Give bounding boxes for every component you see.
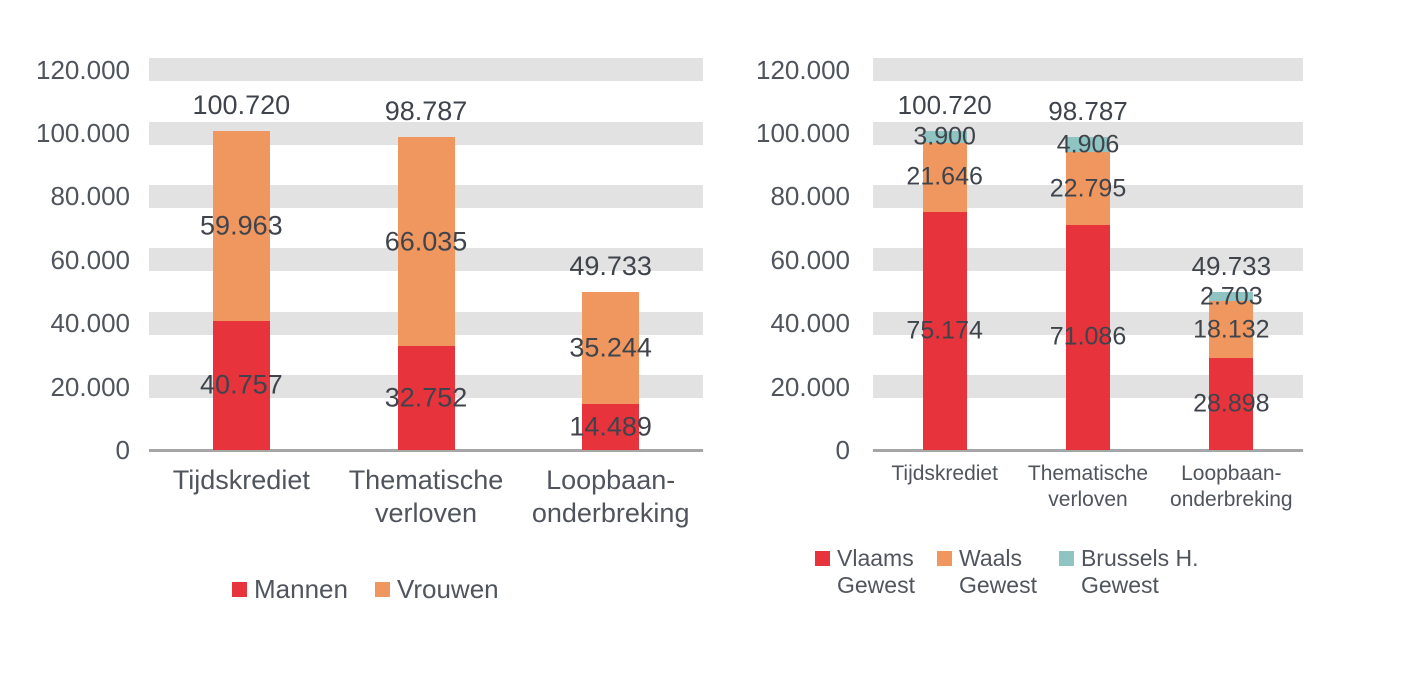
legend-label: Vrouwen (396, 574, 499, 604)
legend-label: Vlaams Gewest (837, 545, 915, 598)
legend-item: Mannen (232, 574, 348, 604)
segment-value-label: 21.646 (906, 162, 983, 191)
y-axis-label: 0 (115, 435, 130, 465)
bar-segment (397, 346, 455, 450)
legend-label: Brussels H. Gewest (1080, 545, 1199, 598)
segment-value-label: 3.900 (913, 122, 976, 151)
grid-band (149, 121, 703, 145)
y-axis-label: 40.000 (50, 308, 130, 339)
total-value-label: 100.720 (192, 89, 291, 120)
segment-value-label: 75.174 (906, 316, 983, 345)
chart-gewesten: 120.000 100.000 80.000 60.000 40.000 20.000 0 7… (720, 0, 1417, 675)
segment-value-label: 35.244 (569, 332, 652, 363)
y-axis-label: 100.000 (36, 118, 130, 148)
segment-value-label: 2.703 (1200, 282, 1263, 311)
bar-segment (212, 130, 270, 321)
grid-band (873, 58, 1303, 82)
category-label: Thematische verloven (348, 465, 504, 528)
chart-mannen-vrouwen: 120.000 100.000 80.000 60.000 40.000 20.000 0 4… (36, 54, 703, 604)
bar-segment (922, 130, 967, 144)
segment-value-label: 18.132 (1193, 315, 1270, 344)
legend-color-swatch-icon (1058, 551, 1074, 566)
category-label: Loopbaan-onderbreking (1170, 462, 1293, 511)
segment-value-label: 59.963 (200, 210, 283, 241)
grid-band (873, 121, 1303, 145)
x-axis-line (149, 448, 703, 452)
segment-value-label: 71.086 (1049, 322, 1127, 351)
legend-item: Vrouwen (374, 574, 499, 604)
legend: Vlaams Gewest Waals Gewest Brussels H. Gew… (815, 545, 1199, 599)
y-axis-label: 40.000 (770, 308, 850, 339)
legend-label: Mannen (254, 574, 348, 604)
segment-value-label: 40.757 (200, 369, 283, 400)
total-value-label: 100.720 (897, 89, 992, 120)
legend-color-swatch-icon (374, 581, 390, 597)
segment-value-label: 32.752 (384, 382, 468, 413)
y-axis-label: 80.000 (50, 181, 130, 212)
legend-label: Waals Gewest (958, 545, 1037, 598)
legend: Mannen Vrouwen (232, 574, 499, 604)
total-value-label: 49.733 (569, 251, 652, 282)
x-axis-line (873, 448, 1303, 452)
y-axis-label: 20.000 (50, 371, 130, 402)
segment-value-label: 22.795 (1049, 174, 1127, 203)
legend-color-swatch-icon (815, 551, 830, 566)
bar-segment (582, 404, 640, 450)
bar-segment (212, 320, 270, 450)
bar-segment (1066, 224, 1110, 450)
bar-segment (397, 136, 455, 347)
y-axis-label: 20.000 (770, 371, 850, 402)
bar-segment (1209, 358, 1254, 450)
bar-segment (1209, 300, 1254, 359)
y-axis-label: 120.000 (756, 54, 850, 85)
y-axis-label: 0 (835, 435, 850, 465)
grid-band (149, 58, 703, 82)
y-axis-label: 100.000 (756, 118, 850, 148)
bar-segment (922, 211, 967, 450)
category-label: Loopbaan-onderbreking (531, 465, 690, 528)
legend-color-swatch-icon (232, 581, 247, 597)
bar-segment (582, 292, 640, 405)
category-label: Thematische verloven (1027, 462, 1149, 511)
y-axis-label: 60.000 (50, 244, 130, 275)
legend-color-swatch-icon (936, 551, 952, 566)
segment-value-label: 66.035 (384, 226, 468, 256)
category-label: Tijdskrediet (172, 465, 310, 495)
category-label: Tijdskrediet (891, 462, 998, 485)
total-value-label: 98.787 (1048, 95, 1128, 126)
y-axis-label: 80.000 (770, 181, 850, 212)
segment-value-label: 28.898 (1193, 389, 1270, 418)
legend-item: Vlaams Gewest (815, 545, 915, 599)
segment-value-label: 14.489 (569, 411, 652, 442)
bar-segment (1066, 152, 1110, 225)
bar-segment (922, 143, 967, 212)
y-axis-label: 60.000 (770, 244, 850, 275)
segment-value-label: 4.906 (1056, 130, 1120, 159)
total-value-label: 49.733 (1191, 251, 1272, 282)
legend-item: Brussels H. Gewest (1058, 545, 1199, 599)
total-value-label: 98.787 (384, 95, 468, 126)
legend-item: Waals Gewest (936, 545, 1037, 599)
bar-segment (1209, 292, 1254, 301)
y-axis-label: 120.000 (36, 54, 130, 85)
bar-segment (1066, 136, 1110, 153)
